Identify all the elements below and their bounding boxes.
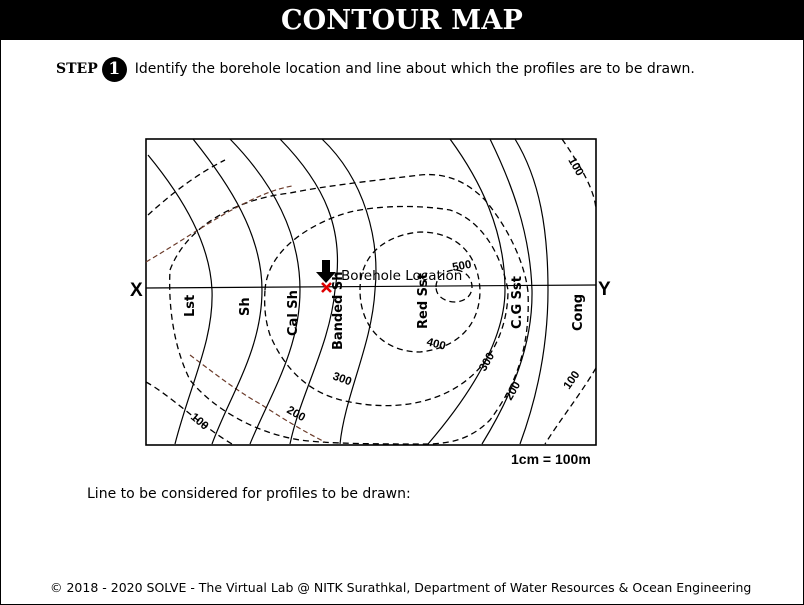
formation-label-cal-sh: Cal Sh — [286, 290, 301, 336]
contour-line-100-bottom — [145, 381, 233, 445]
contour-line-100-right-bottom — [544, 367, 597, 445]
formation-line-2 — [192, 138, 263, 445]
contour-label-500: 500 — [451, 259, 472, 274]
formation-label-lst: Lst — [183, 295, 198, 317]
formation-boundary-upper — [145, 185, 293, 263]
contour-line-500 — [435, 269, 473, 303]
contour-label-100-top-right: 100 — [565, 156, 585, 179]
contour-label-200-right: 200 — [503, 380, 523, 403]
endpoint-x-label: X — [130, 280, 143, 301]
formation-label-red-sst: Red Sst — [416, 273, 431, 329]
contour-label-100-right-bottom: 100 — [562, 369, 583, 392]
formation-line-8 — [514, 138, 549, 445]
formation-line-4 — [279, 138, 339, 445]
section-line-xy — [145, 284, 597, 289]
formation-line-6 — [427, 138, 506, 445]
endpoint-y-label: Y — [598, 279, 611, 300]
contour-line-100-left — [147, 159, 226, 216]
borehole-arrow-shaft — [322, 260, 330, 274]
contour-line-100-right-top — [561, 138, 597, 211]
borehole-arrow-head — [316, 272, 336, 283]
formation-line-5 — [321, 138, 377, 445]
contour-label-300-bottom: 300 — [331, 371, 353, 389]
footer-copyright: © 2018 - 2020 SOLVE - The Virtual Lab @ … — [50, 580, 752, 595]
contour-line-400 — [359, 231, 481, 353]
formation-label-banded-sh: Banded Sh — [331, 271, 346, 350]
formation-label-cong: Cong — [571, 294, 586, 331]
step-number-badge: 1 — [101, 56, 127, 82]
map-border — [145, 138, 597, 446]
borehole-point-icon — [321, 282, 332, 293]
borehole-marker — [316, 260, 336, 293]
formation-boundary-lower — [189, 354, 326, 443]
contour-label-300-right: 300 — [477, 351, 497, 374]
formation-label-cg-sst: C.G Sst — [510, 276, 525, 329]
formation-line-7 — [481, 138, 533, 445]
step-text: Identify the borehole location and line … — [134, 61, 695, 77]
contour-label-400: 400 — [425, 336, 447, 353]
formation-line-3 — [229, 138, 301, 445]
map-scale: 1cm = 100m — [511, 451, 591, 467]
step-instruction: STEP 1 Identify the borehole location an… — [56, 56, 695, 82]
page-title: CONTOUR MAP — [1, 1, 803, 40]
contour-line-200 — [169, 173, 529, 445]
contour-line-300 — [264, 205, 509, 407]
formation-label-sh: Sh — [238, 297, 253, 316]
borehole-label: Borehole Location — [341, 268, 462, 284]
profile-line-instruction: Line to be considered for profiles to be… — [87, 486, 411, 502]
step-label: STEP — [56, 61, 98, 77]
formation-line-1 — [147, 154, 213, 445]
